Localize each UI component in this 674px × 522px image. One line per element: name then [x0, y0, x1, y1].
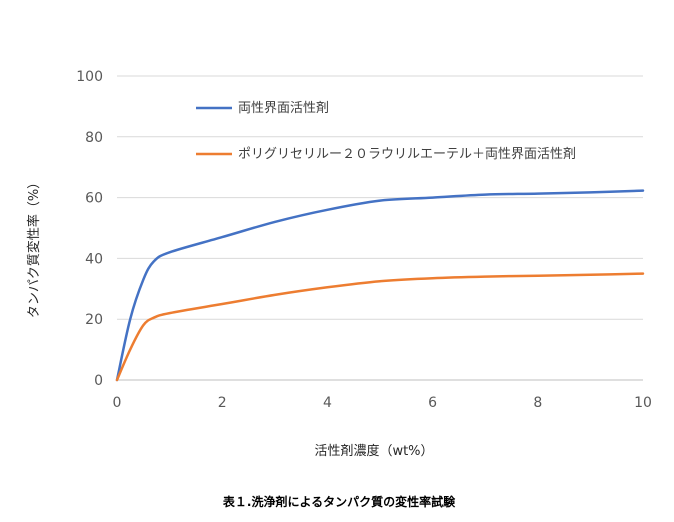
series-line-1	[115, 189, 645, 382]
x-axis-title: 活性剤濃度（wt%）	[314, 443, 433, 459]
x-tick-label: 0	[113, 395, 122, 411]
x-tick-label: 10	[634, 395, 652, 411]
y-axis-title: タンパク質変性率（%）	[26, 176, 42, 318]
y-tick-label: 100	[76, 69, 103, 85]
y-tick-label: 20	[85, 312, 103, 328]
y-tick-label: 40	[85, 251, 103, 267]
legend-label-2: ポリグリセリルー２０ラウリルエーテル＋両性界面活性剤	[238, 146, 576, 162]
series-lines	[115, 189, 645, 382]
y-tick-label: 0	[94, 373, 103, 389]
x-tick-label: 4	[323, 395, 332, 411]
figure-caption: 表１.洗浄剤によるタンパク質の変性率試験	[222, 494, 456, 509]
gridlines	[117, 75, 643, 320]
y-tick-label: 80	[85, 130, 103, 146]
x-tick-label: 6	[428, 395, 437, 411]
x-tick-label: 8	[533, 395, 542, 411]
x-tick-label: 2	[218, 395, 227, 411]
axes: 0 20 40 60 80 100 0 2 4 6 8 10	[76, 69, 652, 411]
legend-label-1: 両性界面活性剤	[238, 100, 329, 116]
y-tick-label: 60	[85, 191, 103, 207]
series-line-2	[115, 272, 645, 382]
